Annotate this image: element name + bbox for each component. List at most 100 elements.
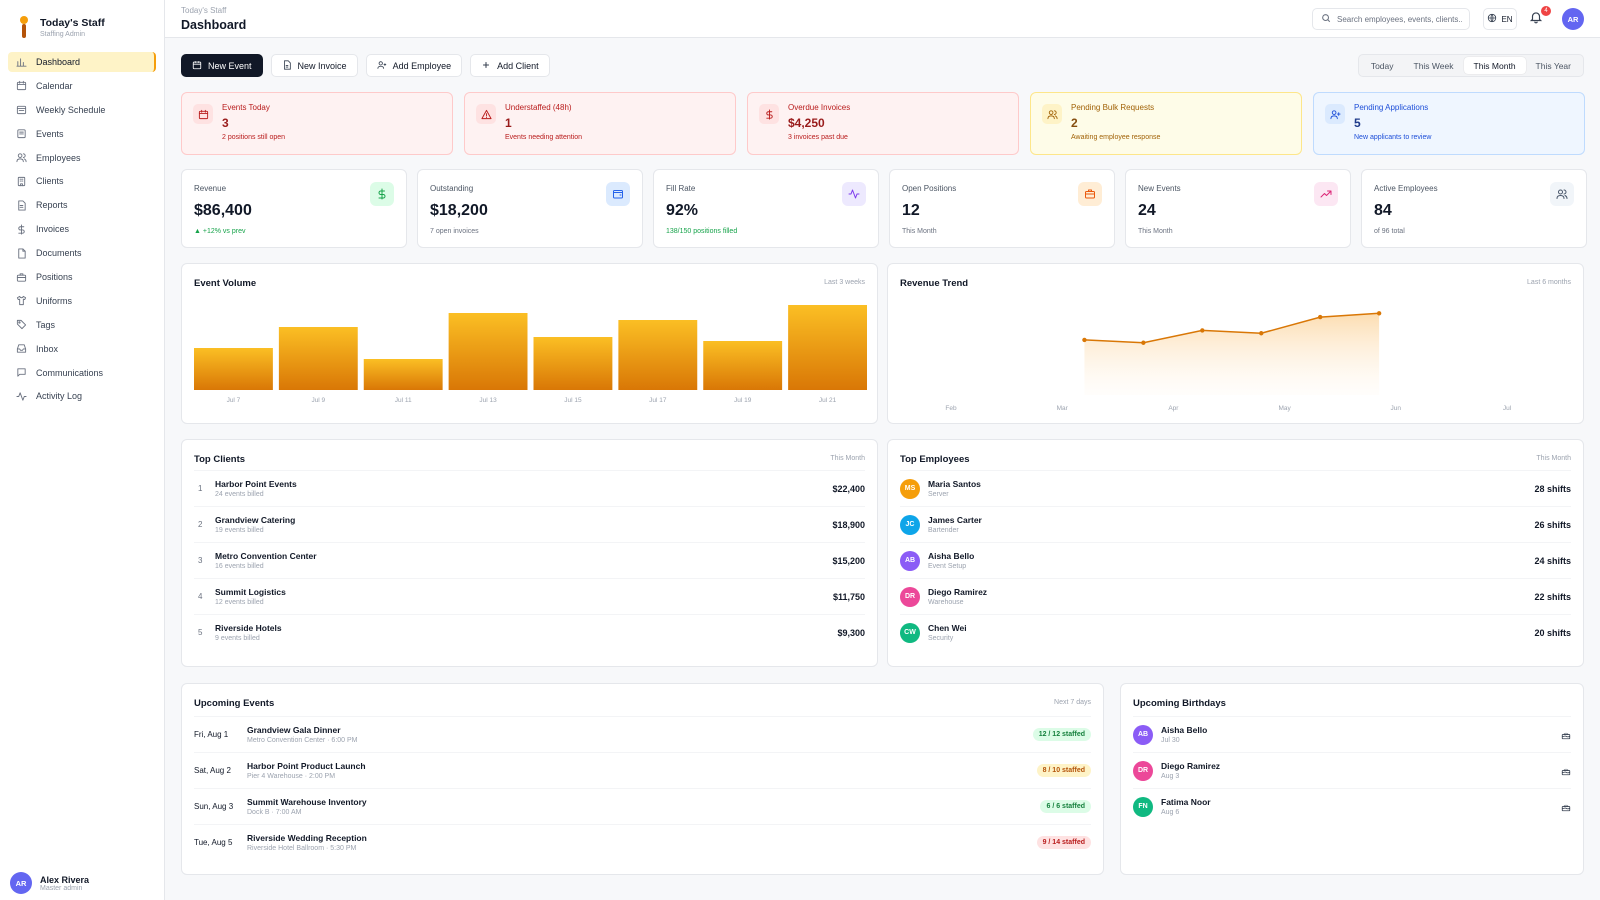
revenue-point[interactable] (1376, 311, 1382, 316)
bar-jul-15[interactable] (533, 337, 613, 390)
range-this-week[interactable]: This Week (1413, 60, 1454, 71)
breadcrumb[interactable]: Today's Staff (181, 6, 227, 15)
users-icon (1550, 182, 1574, 206)
client-name: Grandview Catering (215, 515, 296, 525)
sidebar-item-weekly-schedule[interactable]: Weekly Schedule (8, 100, 156, 120)
sidebar-item-positions[interactable]: Positions (8, 267, 156, 287)
sidebar-item-invoices[interactable]: Invoices (8, 219, 156, 239)
language-label: EN (1501, 14, 1513, 24)
cake-icon (1561, 730, 1571, 740)
alert-overdue-invoices[interactable]: Overdue Invoices $4,250 3 invoices past … (747, 92, 1019, 155)
bar-jul-17[interactable] (618, 320, 698, 390)
warning-icon (476, 104, 496, 124)
employee-shifts: 22 shifts (1534, 591, 1571, 602)
calendar-week-icon (16, 104, 27, 115)
add-client-button[interactable]: Add Client (470, 54, 550, 77)
client-row[interactable]: 4 Summit Logistics 12 events billed $11,… (194, 578, 865, 614)
employee-row[interactable]: DR Diego Ramirez Warehouse 22 shifts (900, 578, 1571, 614)
stat-new-events[interactable]: New Events 24 This Month (1125, 169, 1351, 248)
brand-title: Today's Staff (40, 16, 105, 29)
bar-jul-13[interactable] (448, 313, 528, 390)
bar-jul-7[interactable] (194, 348, 273, 390)
sidebar-item-uniforms[interactable]: Uniforms (8, 291, 156, 311)
brand[interactable]: Today's Staff Staffing Admin (0, 0, 164, 42)
revenue-point[interactable] (1200, 328, 1205, 333)
sidebar-item-calendar[interactable]: Calendar (8, 76, 156, 96)
sidebar-item-events[interactable]: Events (8, 124, 156, 144)
employee-row[interactable]: CW Chen Wei Security 20 shifts (900, 614, 1571, 650)
sidebar-item-dashboard[interactable]: Dashboard (8, 52, 156, 72)
employee-row[interactable]: MS Maria Santos Server 28 shifts (900, 470, 1571, 506)
event-row[interactable]: Fri, Aug 1 Grandview Gala Dinner Metro C… (194, 716, 1091, 752)
birthday-date: Aug 6 (1161, 809, 1180, 816)
stat-value: 12 (902, 202, 920, 219)
cake-icon (1561, 802, 1571, 812)
sidebar-item-tags[interactable]: Tags (8, 315, 156, 335)
revenue-point[interactable] (1317, 314, 1323, 320)
employee-shifts: 24 shifts (1534, 555, 1571, 566)
account-avatar[interactable]: AR (1562, 8, 1584, 30)
alert-pending-applications[interactable]: Pending Applications 5 New applicants to… (1313, 92, 1585, 155)
staffed-badge: 12 / 12 staffed (1032, 728, 1091, 741)
x-tick-label: Jul 13 (479, 397, 497, 404)
sidebar-item-label: Reports (36, 200, 68, 211)
employee-shifts: 26 shifts (1534, 519, 1571, 530)
search-box[interactable] (1312, 8, 1470, 30)
search-input[interactable] (1337, 14, 1462, 24)
client-name: Harbor Point Events (215, 479, 297, 489)
event-row[interactable]: Sun, Aug 3 Summit Warehouse Inventory Do… (194, 788, 1091, 824)
client-row[interactable]: 3 Metro Convention Center 16 events bill… (194, 542, 865, 578)
card-title: Event Volume (194, 278, 257, 289)
client-row[interactable]: 2 Grandview Catering 19 events billed $1… (194, 506, 865, 542)
language-selector[interactable]: EN (1483, 8, 1517, 30)
birthday-row[interactable]: AB Aisha Bello Jul 30 (1133, 716, 1571, 752)
sidebar-item-activity-log[interactable]: Activity Log (8, 386, 156, 406)
sidebar-nav: Dashboard Calendar Weekly Schedule Events Em… (0, 52, 164, 406)
sidebar-item-employees[interactable]: Employees (8, 148, 156, 168)
bar-jul-11[interactable] (363, 359, 443, 390)
client-row[interactable]: 1 Harbor Point Events 24 events billed $… (194, 470, 865, 506)
revenue-point[interactable] (1141, 340, 1146, 345)
employee-row[interactable]: AB Aisha Bello Event Setup 24 shifts (900, 542, 1571, 578)
revenue-point[interactable] (1082, 337, 1087, 343)
stat-fill-rate[interactable]: Fill Rate 92% 138/150 positions filled (653, 169, 879, 248)
quick-actions: New Event New Invoice Add Employee Add C… (181, 54, 550, 77)
alert-events-today[interactable]: Events Today 3 2 positions still open (181, 92, 453, 155)
event-row[interactable]: Sat, Aug 2 Harbor Point Product Launch P… (194, 752, 1091, 788)
revenue-point[interactable] (1259, 331, 1264, 336)
card-title: Top Employees (900, 454, 970, 465)
employee-row[interactable]: JC James Carter Bartender 26 shifts (900, 506, 1571, 542)
stat-active-employees[interactable]: Active Employees 84 of 96 total (1361, 169, 1587, 248)
add-employee-button[interactable]: Add Employee (365, 54, 463, 77)
user-profile[interactable]: AR Alex Rivera Master admin (10, 872, 89, 894)
sidebar-item-inbox[interactable]: Inbox (8, 339, 156, 359)
avatar: MS (900, 478, 920, 499)
client-row[interactable]: 5 Riverside Hotels 9 events billed $9,30… (194, 614, 865, 650)
range-this-year[interactable]: This Year (1535, 60, 1571, 71)
range-today[interactable]: Today (1370, 60, 1394, 71)
alert-pending-bulk-requests[interactable]: Pending Bulk Requests 2 Awaiting employe… (1030, 92, 1302, 155)
range-this-month[interactable]: This Month (1463, 57, 1526, 74)
stat-outstanding[interactable]: Outstanding $18,200 7 open invoices (417, 169, 643, 248)
stat-revenue[interactable]: Revenue $86,400 ▲ +12% vs prev (181, 169, 407, 248)
bar-jul-19[interactable] (703, 341, 783, 390)
bar-jul-21[interactable] (788, 305, 867, 390)
alert-title: Overdue Invoices (788, 103, 851, 112)
alert-understaffed-48h[interactable]: Understaffed (48h) 1 Events needing atte… (464, 92, 736, 155)
sidebar-item-clients[interactable]: Clients (8, 171, 156, 191)
stat-open-positions[interactable]: Open Positions 12 This Month (889, 169, 1115, 248)
logo-icon (18, 16, 30, 38)
client-revenue: $9,300 (837, 627, 865, 638)
sidebar-item-documents[interactable]: Documents (8, 243, 156, 263)
event-row[interactable]: Tue, Aug 5 Riverside Wedding Reception R… (194, 824, 1091, 860)
sidebar-item-communications[interactable]: Communications (8, 363, 156, 383)
bar-jul-9[interactable] (278, 327, 358, 390)
new-event-button[interactable]: New Event (181, 54, 263, 77)
new-invoice-button[interactable]: New Invoice (270, 54, 358, 77)
birthday-row[interactable]: FN Fatima Noor Aug 6 (1133, 788, 1571, 824)
sidebar-item-reports[interactable]: Reports (8, 195, 156, 215)
birthday-row[interactable]: DR Diego Ramirez Aug 3 (1133, 752, 1571, 788)
notifications-button[interactable]: 4 (1529, 6, 1551, 28)
card-title: Upcoming Events (194, 698, 275, 709)
sidebar-item-label: Activity Log (36, 391, 83, 402)
